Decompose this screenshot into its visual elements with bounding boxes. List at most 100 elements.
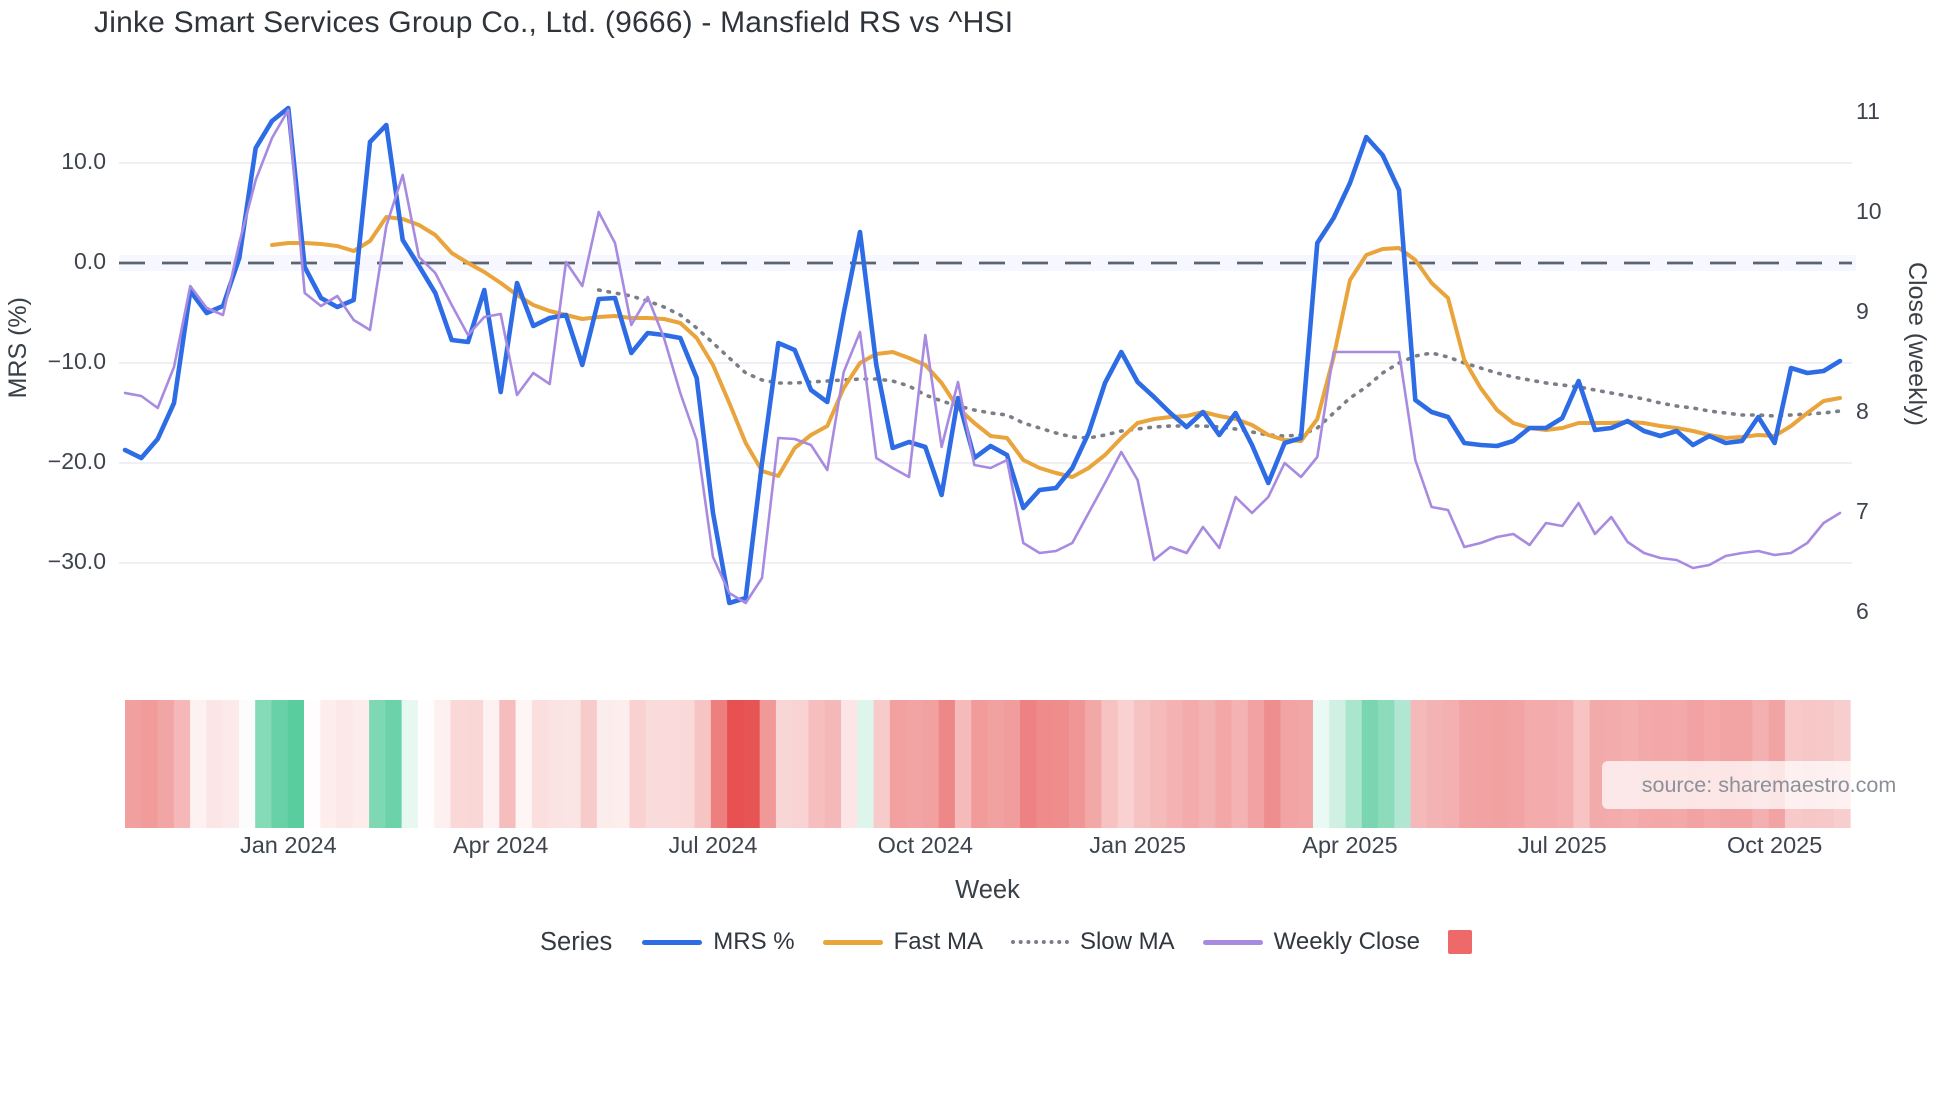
heatmap-cell (466, 700, 484, 828)
x-axis-label: Week (955, 876, 1020, 904)
series-weekly-close (123, 108, 1842, 605)
x-tick: Jul 2025 (1517, 832, 1607, 858)
heatmap-cell (238, 700, 256, 828)
heatmap-cell (1345, 700, 1363, 828)
heatmap-cell (922, 700, 940, 828)
heatmap-cell (1052, 700, 1070, 828)
legend-item-heatmap[interactable] (1447, 930, 1472, 954)
heatmap-cell (629, 700, 647, 828)
legend-swatch-line (642, 939, 703, 945)
heatmap-cell (1085, 700, 1103, 828)
heatmap-cell (1231, 700, 1249, 828)
heatmap-cell (710, 700, 728, 828)
y-right-tick: 8 (1856, 398, 1869, 424)
heatmap-cell (1410, 700, 1428, 828)
heatmap-cell (678, 700, 696, 828)
heatmap-cell (954, 700, 972, 828)
heatmap-cell (889, 700, 907, 828)
y-right-tick: 7 (1856, 498, 1869, 524)
heatmap-cell (808, 700, 826, 828)
y-right-tick: 11 (1856, 98, 1880, 124)
y-right-tick: 9 (1856, 298, 1869, 324)
heatmap-cell (450, 700, 468, 828)
heatmap-cell (1150, 700, 1168, 828)
heatmap-cell (352, 700, 370, 828)
legend-swatch-dotted (1010, 940, 1069, 944)
heatmap-cell (417, 700, 435, 828)
heatmap-cell (1215, 700, 1233, 828)
legend-item-slow-ma[interactable]: Slow MA (1010, 928, 1175, 956)
heatmap-cell (613, 700, 631, 828)
heatmap-cell (1426, 700, 1444, 828)
chart-title: Jinke Smart Services Group Co., Ltd. (96… (94, 6, 1014, 39)
x-tick: Jan 2025 (1089, 832, 1186, 858)
heatmap-cell (1459, 700, 1477, 828)
source-watermark: source: sharemaestro.com (1602, 761, 1936, 809)
heatmap-strip (125, 700, 1851, 828)
heatmap-cell (1443, 700, 1461, 828)
y-axis-label-right: Close (weekly) (1903, 262, 1931, 426)
y-axis-ticks-left: 10.0 0.0 −10.0 −20.0 −30.0 (0, 0, 112, 700)
heatmap-cell (1378, 700, 1395, 828)
heatmap-cell (1182, 700, 1200, 828)
y-axis-ticks-right: 11 10 9 8 7 6 (1856, 0, 1936, 700)
x-axis-ticks: Jan 2024 Apr 2024 Jul 2024 Oct 2024 Jan 2025… (0, 832, 1960, 866)
x-tick: Jul 2024 (668, 832, 758, 858)
series-fast-ma (270, 215, 1842, 479)
heatmap-cell (1312, 700, 1330, 828)
heatmap-cell (271, 700, 289, 828)
heatmap-cell (596, 700, 614, 828)
heatmap-cell (173, 700, 191, 828)
heatmap-cell (1199, 700, 1216, 828)
heatmap-cell (662, 700, 679, 828)
legend-title: Series (540, 927, 613, 956)
heatmap-cell (222, 700, 240, 828)
heatmap-cell (1557, 700, 1574, 828)
heatmap-cell (141, 700, 159, 828)
heatmap-cell (434, 700, 452, 828)
legend-item-fast-ma[interactable]: Fast MA (822, 928, 983, 956)
heatmap-cell (320, 700, 338, 828)
heatmap-cell (206, 700, 224, 828)
heatmap-cell (987, 700, 1005, 828)
heatmap-cell (906, 700, 923, 828)
legend-item-label: Weekly Close (1273, 928, 1420, 955)
x-tick: Jan 2024 (239, 832, 337, 858)
x-tick: Apr 2024 (452, 832, 549, 858)
heatmap-cell (1264, 700, 1282, 828)
heatmap-cell (1133, 700, 1151, 828)
y-left-tick: 10.0 (61, 148, 106, 174)
heatmap-cell (1491, 700, 1509, 828)
heatmap-cell (255, 700, 273, 828)
heatmap-cell (157, 700, 175, 828)
x-tick: Oct 2024 (877, 832, 973, 858)
heatmap-cell (727, 700, 744, 828)
heatmap-cell (938, 700, 956, 828)
y-left-tick: 0.0 (74, 248, 106, 274)
heatmap-cell (1068, 700, 1086, 828)
heatmap-cell (873, 700, 891, 828)
heatmap-cell (1280, 700, 1298, 828)
heatmap-cell (1540, 700, 1558, 828)
heatmap-cell (564, 700, 582, 828)
heatmap-cell (1020, 700, 1037, 828)
heatmap-cell (190, 700, 207, 828)
legend-item-label: Fast MA (893, 928, 983, 955)
heatmap-cell (369, 700, 386, 828)
y-left-tick: −10.0 (47, 348, 106, 374)
source-text: source: sharemaestro.com (1641, 772, 1897, 797)
legend-item-weekly-close[interactable]: Weekly Close (1202, 928, 1420, 956)
heatmap-cell (1101, 700, 1119, 828)
heatmap-cell (743, 700, 761, 828)
heatmap-legend-swatch (1447, 930, 1472, 954)
legend-item-mrs-[interactable]: MRS % (642, 928, 795, 956)
legend-item-label: MRS % (713, 928, 795, 955)
heatmap-cell (1394, 700, 1412, 828)
heatmap-cell (645, 700, 663, 828)
heatmap-cell (336, 700, 354, 828)
y-right-tick: 6 (1856, 598, 1869, 624)
heatmap-cell (824, 700, 842, 828)
y-left-tick: −20.0 (47, 448, 106, 474)
heatmap-cell (401, 700, 419, 828)
heatmap-cell (759, 700, 777, 828)
